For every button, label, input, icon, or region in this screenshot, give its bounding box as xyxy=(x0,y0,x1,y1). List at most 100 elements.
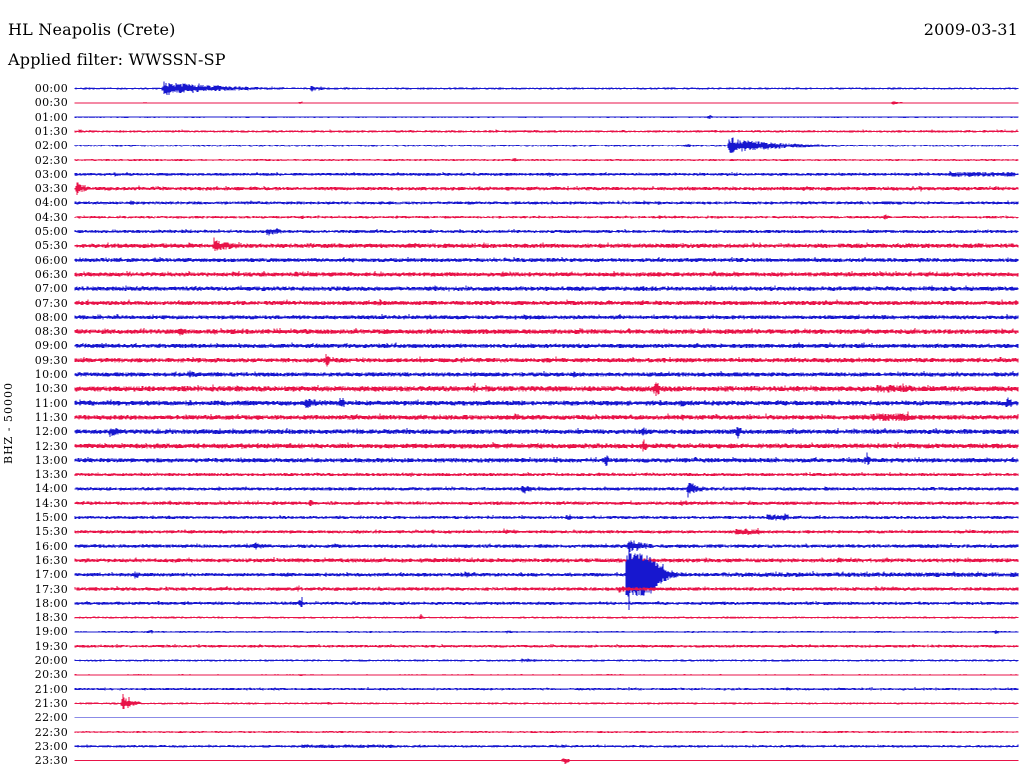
trace-row-16:30 xyxy=(74,557,1019,563)
trace-row-14:00 xyxy=(74,482,1019,498)
trace-row-00:00 xyxy=(74,81,1019,95)
time-label-22:30: 22:30 xyxy=(34,725,68,739)
time-label-06:30: 06:30 xyxy=(34,267,68,281)
time-label-12:00: 12:00 xyxy=(34,425,68,439)
time-label-18:00: 18:00 xyxy=(34,596,68,610)
trace-row-10:30 xyxy=(74,382,1019,396)
trace-row-23:00 xyxy=(74,744,1019,749)
trace-row-12:00 xyxy=(74,426,1019,439)
time-label-20:30: 20:30 xyxy=(34,668,68,682)
trace-row-17:00 xyxy=(74,541,1019,611)
trace-row-20:00 xyxy=(74,658,1019,663)
trace-row-22:00 xyxy=(74,717,1019,719)
trace-row-08:00 xyxy=(74,314,1019,320)
trace-row-01:30 xyxy=(74,129,1019,133)
trace-row-14:30 xyxy=(74,500,1019,506)
trace-row-11:30 xyxy=(74,411,1019,422)
trace-row-21:00 xyxy=(74,687,1019,691)
trace-row-19:00 xyxy=(74,629,1019,634)
trace-row-09:00 xyxy=(74,342,1019,349)
time-label-10:30: 10:30 xyxy=(34,382,68,396)
time-label-22:00: 22:00 xyxy=(34,711,68,725)
time-label-03:30: 03:30 xyxy=(34,182,68,196)
time-label-23:30: 23:30 xyxy=(34,754,68,768)
trace-row-06:00 xyxy=(74,256,1019,263)
time-label-15:00: 15:00 xyxy=(34,511,68,524)
time-label-14:30: 14:30 xyxy=(34,496,68,510)
time-label-11:30: 11:30 xyxy=(34,410,68,424)
time-label-12:30: 12:30 xyxy=(34,439,68,453)
trace-row-22:30 xyxy=(74,731,1019,733)
trace-row-15:00 xyxy=(74,513,1019,521)
time-label-09:00: 09:00 xyxy=(34,339,68,353)
trace-row-01:00 xyxy=(74,115,1019,119)
time-label-13:00: 13:00 xyxy=(34,453,68,467)
time-label-21:30: 21:30 xyxy=(34,696,68,710)
trace-row-04:30 xyxy=(74,214,1019,220)
trace-row-05:30 xyxy=(74,237,1019,251)
trace-row-13:00 xyxy=(74,452,1019,466)
trace-row-05:00 xyxy=(74,227,1019,236)
time-label-23:00: 23:00 xyxy=(34,739,68,753)
time-label-04:30: 04:30 xyxy=(34,210,68,224)
time-label-08:00: 08:00 xyxy=(34,310,68,324)
filter-label: Applied filter: WWSSN-SP xyxy=(8,50,226,69)
time-label-05:30: 05:30 xyxy=(34,239,68,253)
trace-row-23:30 xyxy=(74,758,1019,764)
time-label-03:00: 03:00 xyxy=(34,167,68,181)
time-label-02:00: 02:00 xyxy=(34,139,68,153)
trace-row-03:00 xyxy=(74,170,1019,177)
time-label-01:30: 01:30 xyxy=(34,124,68,138)
time-label-15:30: 15:30 xyxy=(34,525,68,539)
trace-row-12:30 xyxy=(74,439,1019,452)
trace-row-10:00 xyxy=(74,370,1019,378)
trace-row-02:00 xyxy=(74,137,1019,153)
trace-row-07:30 xyxy=(74,299,1019,306)
trace-row-16:00 xyxy=(74,540,1019,553)
time-label-07:00: 07:00 xyxy=(34,282,68,296)
time-label-00:00: 00:00 xyxy=(34,82,68,95)
trace-row-04:00 xyxy=(74,200,1019,205)
time-label-21:00: 21:00 xyxy=(34,682,68,696)
time-label-14:00: 14:00 xyxy=(34,482,68,496)
trace-row-15:30 xyxy=(74,527,1019,535)
time-label-18:30: 18:30 xyxy=(34,611,68,625)
trace-row-13:30 xyxy=(74,472,1019,477)
time-label-17:30: 17:30 xyxy=(34,582,68,596)
time-label-16:00: 16:00 xyxy=(34,539,68,553)
time-label-06:00: 06:00 xyxy=(34,253,68,267)
time-label-01:00: 01:00 xyxy=(34,110,68,124)
time-label-00:30: 00:30 xyxy=(34,96,68,110)
trace-row-06:30 xyxy=(74,270,1019,277)
time-label-09:30: 09:30 xyxy=(34,353,68,367)
time-label-10:00: 10:00 xyxy=(34,368,68,381)
trace-row-00:30 xyxy=(74,101,1019,105)
time-label-04:00: 04:00 xyxy=(34,196,68,210)
time-label-02:30: 02:30 xyxy=(34,153,68,167)
trace-row-03:30 xyxy=(74,182,1019,195)
time-label-19:00: 19:00 xyxy=(34,625,68,639)
trace-row-07:00 xyxy=(74,285,1019,292)
trace-row-21:30 xyxy=(74,694,1019,709)
trace-row-18:00 xyxy=(74,596,1019,608)
trace-row-02:30 xyxy=(74,158,1019,162)
trace-row-18:30 xyxy=(74,613,1019,620)
trace-row-17:30 xyxy=(74,585,1019,593)
date-label: 2009-03-31 xyxy=(923,20,1018,39)
time-label-16:30: 16:30 xyxy=(34,553,68,567)
time-label-05:00: 05:00 xyxy=(34,225,68,238)
trace-row-09:30 xyxy=(74,354,1019,367)
time-label-08:30: 08:30 xyxy=(34,325,68,339)
trace-row-08:30 xyxy=(74,327,1019,336)
trace-row-19:30 xyxy=(74,644,1019,648)
time-label-11:00: 11:00 xyxy=(34,396,68,410)
trace-row-11:00 xyxy=(74,397,1019,408)
time-label-20:00: 20:00 xyxy=(34,654,68,667)
time-label-19:30: 19:30 xyxy=(34,639,68,653)
trace-row-20:30 xyxy=(74,673,1019,677)
time-label-07:30: 07:30 xyxy=(34,296,68,310)
time-label-13:30: 13:30 xyxy=(34,468,68,482)
station-title: HL Neapolis (Crete) xyxy=(8,20,176,39)
